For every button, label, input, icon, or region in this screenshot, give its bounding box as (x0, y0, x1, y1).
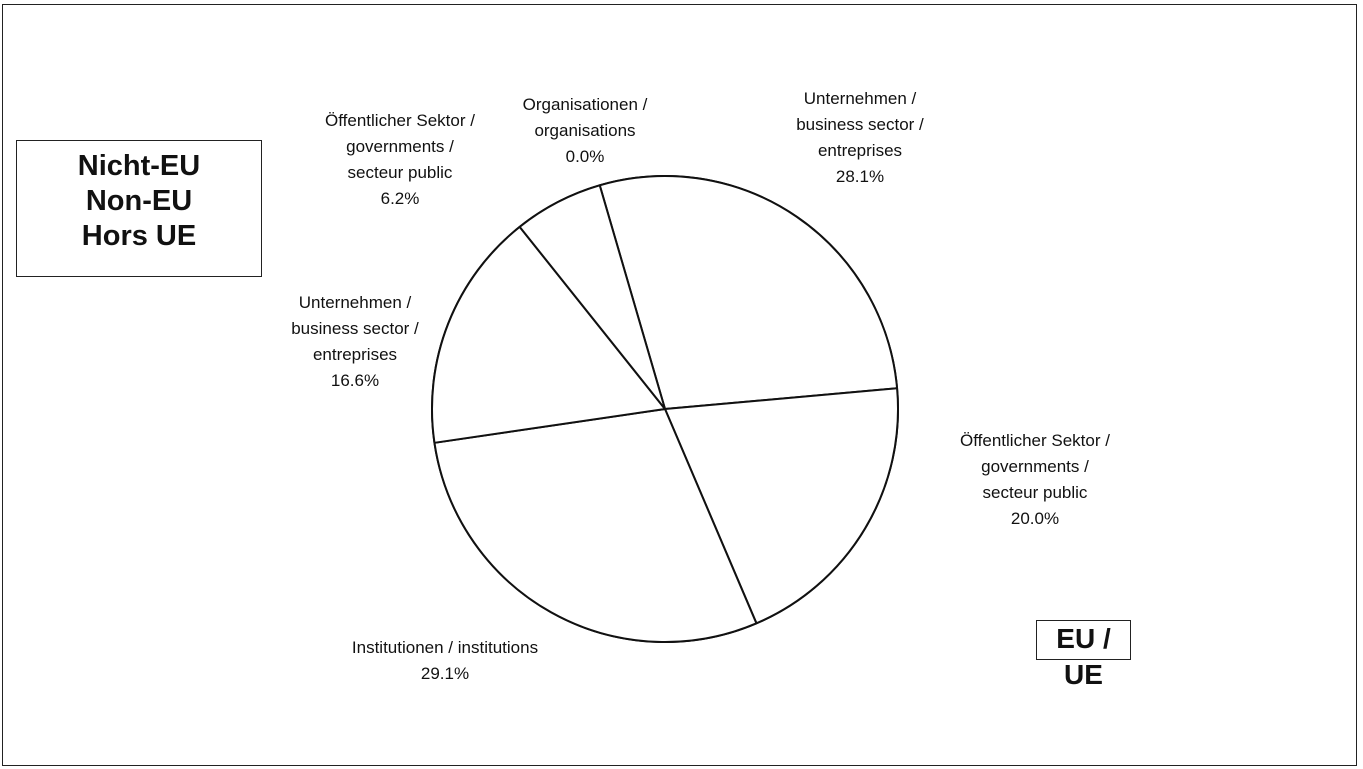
slice-value: 6.2% (380, 189, 420, 208)
slice-label-line: business sector / (291, 319, 419, 338)
slice-label-line: Öffentlicher Sektor / (960, 431, 1110, 450)
slice-label-line: Institutionen / institutions (351, 638, 539, 657)
slice-label-line: governments / (346, 137, 454, 156)
slice-value: 28.1% (835, 167, 885, 186)
slice-label-nonEU-organisations: Organisationen / organisations 0.0% (495, 92, 675, 170)
slice-value: 20.0% (1010, 509, 1060, 528)
slice-label-line: organisations (534, 121, 636, 140)
pie-slice-5 (518, 184, 666, 410)
slice-label-eu-institutions: Institutionen / institutions 29.1% (310, 635, 580, 687)
slice-label-line: Organisationen / (522, 95, 648, 114)
pie-slice-1 (598, 175, 899, 410)
pie-slice-2 (664, 387, 899, 625)
slice-label-line: governments / (981, 457, 1089, 476)
chart-frame (2, 4, 1357, 766)
slice-label-nonEU-business: Unternehmen / business sector / entrepri… (260, 290, 450, 394)
slice-label-line: Öffentlicher Sektor / (325, 111, 475, 130)
slice-value: 0.0% (565, 147, 605, 166)
slice-value: 16.6% (330, 371, 380, 390)
non-eu-label-line-1: Nicht-EU (77, 150, 201, 182)
eu-group-label: EU / UE (1036, 620, 1131, 690)
slice-label-line: Unternehmen / (298, 293, 412, 312)
non-eu-group-label: Nicht-EU Non-EU Hors UE (16, 140, 262, 277)
non-eu-label-line-3: Hors UE (81, 220, 197, 252)
slice-label-line: secteur public (347, 163, 453, 182)
slice-label-eu-governments: Öffentlicher Sektor / governments / sect… (925, 428, 1145, 532)
slice-label-nonEU-governments: Öffentlicher Sektor / governments / sect… (295, 108, 505, 212)
slice-label-eu-business: Unternehmen / business sector / entrepri… (760, 86, 960, 190)
slice-label-line: business sector / (796, 115, 924, 134)
slice-value: 29.1% (420, 664, 470, 683)
pie-slice-3 (433, 408, 758, 643)
slice-label-line: entreprises (312, 345, 398, 364)
slice-label-line: Unternehmen / (803, 89, 917, 108)
pie-slice-4 (431, 225, 666, 444)
slice-label-line: secteur public (982, 483, 1088, 502)
non-eu-label-line-2: Non-EU (85, 185, 193, 217)
slice-label-line: entreprises (817, 141, 903, 160)
